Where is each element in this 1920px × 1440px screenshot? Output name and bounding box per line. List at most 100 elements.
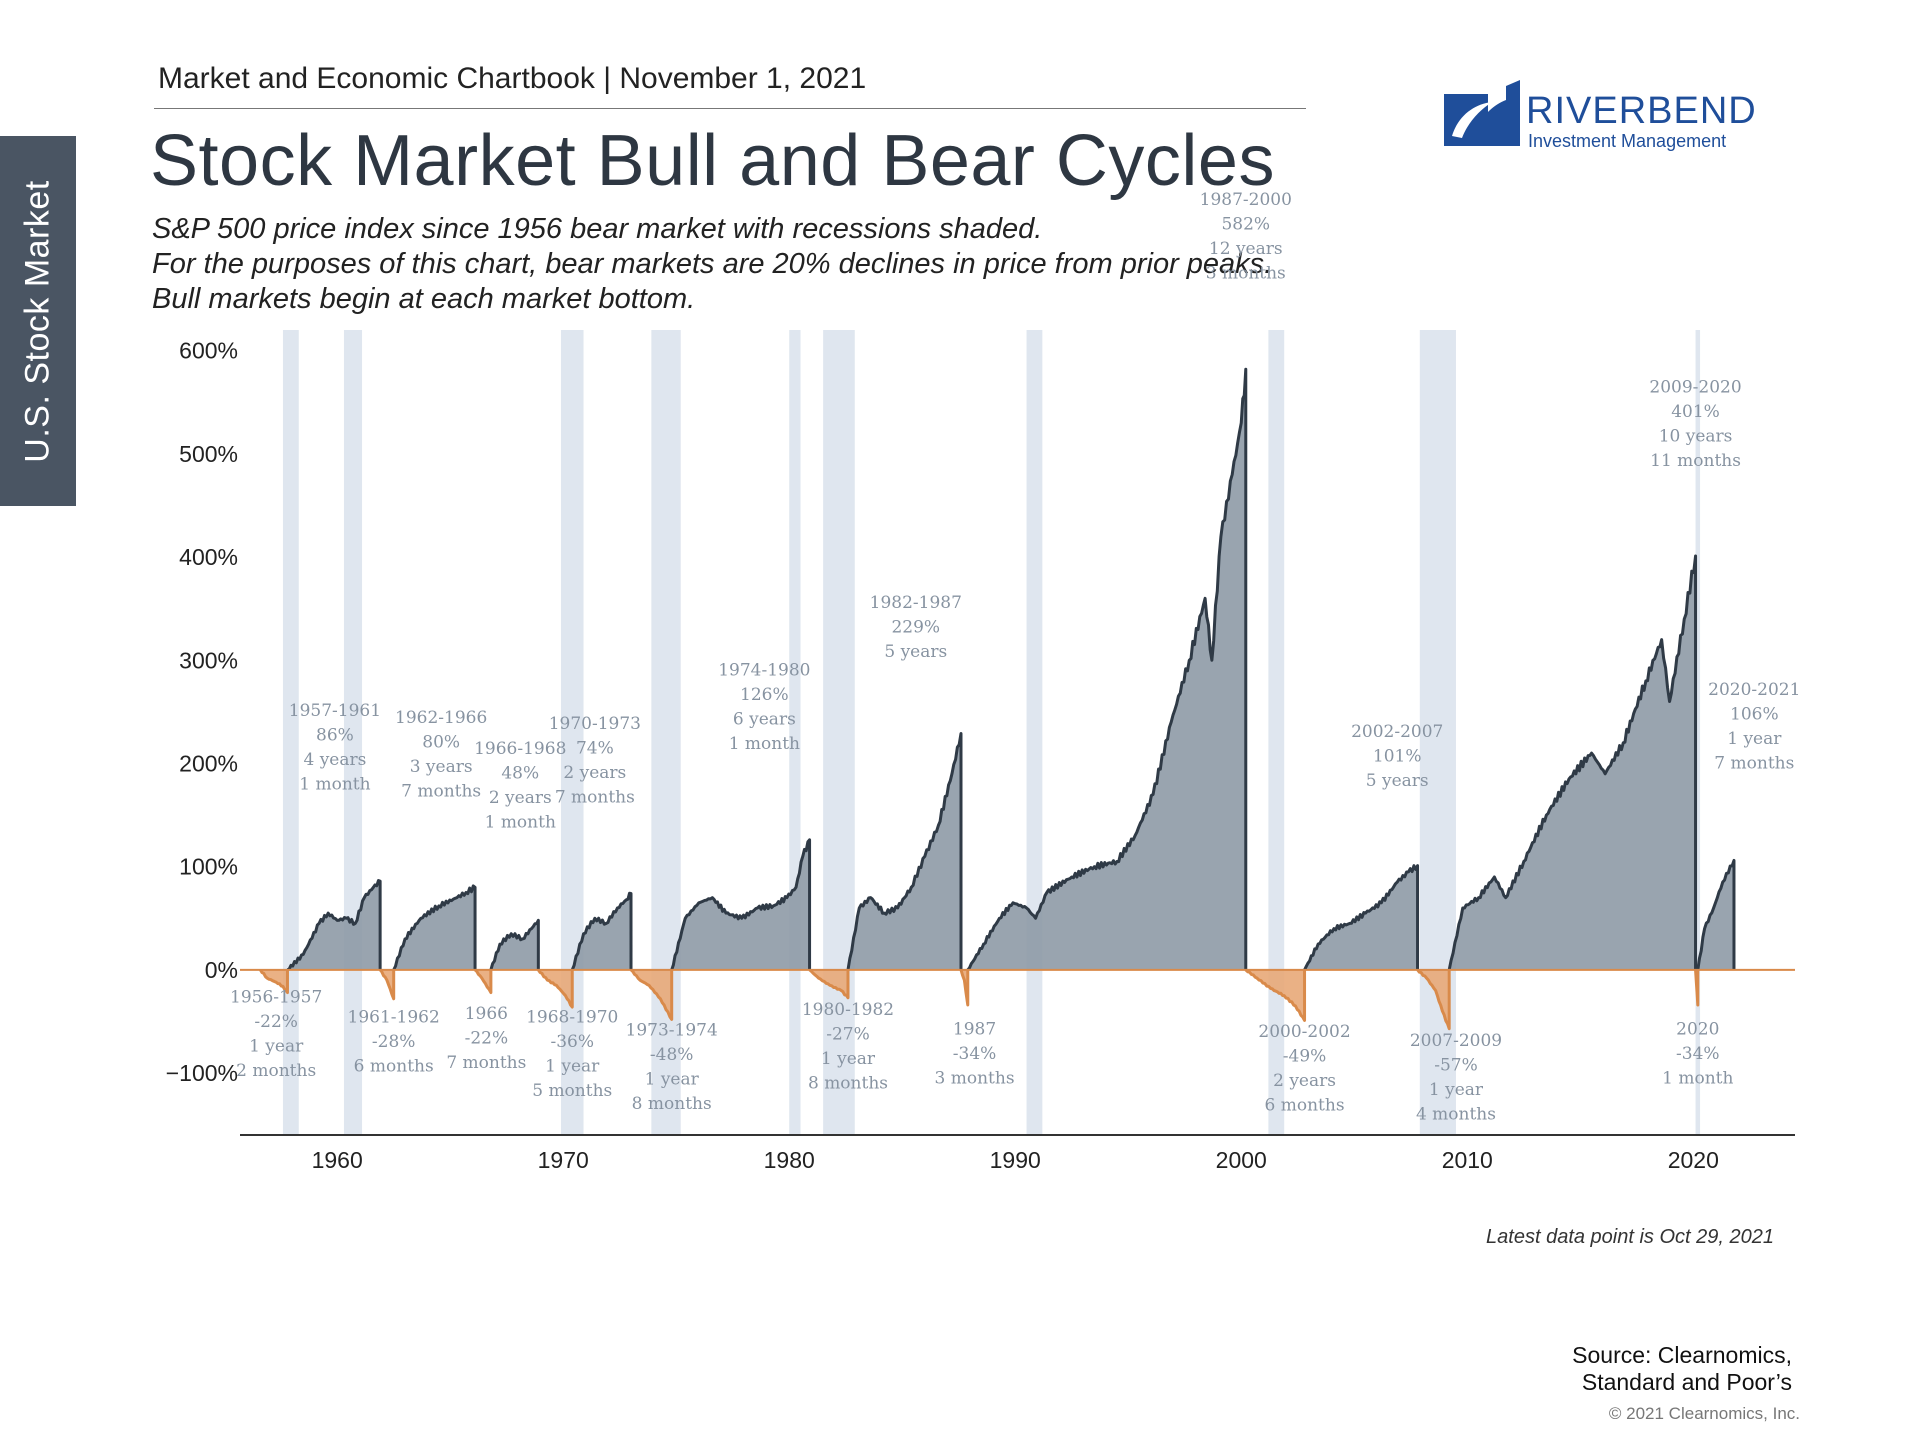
subtitle-line: For the purposes of this chart, bear mar…: [152, 248, 1273, 280]
bull-market-label: 12 years: [1209, 239, 1283, 259]
bear-market-label: 1961-1962: [348, 1007, 440, 1027]
y-tick-label: 0%: [205, 957, 238, 983]
bull-market-line: [1447, 554, 1698, 971]
bear-market-label: 6 months: [354, 1056, 434, 1076]
riverbend-logo: RIVERBEND Investment Management: [1440, 76, 1756, 156]
bear-market-line: [259, 969, 289, 995]
bull-market-area: [847, 733, 961, 970]
recession-band: [1695, 330, 1701, 1135]
x-tick-label: 2000: [1216, 1147, 1267, 1173]
bull-market-line: [1303, 864, 1420, 971]
bear-market-line: [1694, 969, 1700, 1007]
bull-market-area: [393, 885, 476, 970]
bull-market-label: 80%: [422, 732, 460, 752]
logo-name: RIVERBEND: [1526, 90, 1757, 132]
bull-market-label: 48%: [501, 763, 539, 783]
bear-market-line: [378, 968, 396, 1001]
bear-market-label: 5 months: [532, 1081, 612, 1101]
bear-market-label: 1956-1957: [230, 988, 322, 1008]
bull-market-label: 101%: [1373, 747, 1422, 767]
x-tick-label: 1970: [538, 1147, 589, 1173]
bull-market-label: 2 years: [563, 763, 626, 783]
bear-market-label: 1 year: [249, 1037, 304, 1057]
bull-market-line: [286, 879, 382, 972]
subtitle-line: Bull markets begin at each market bottom…: [152, 283, 696, 315]
bull-market-label: 7 months: [1714, 754, 1794, 774]
source-line: Standard and Poor’s: [1581, 1369, 1792, 1395]
bear-market-label: 1980-1982: [802, 1000, 894, 1020]
bear-market-label: -22%: [465, 1029, 509, 1049]
x-tick-label: 1960: [312, 1147, 363, 1173]
y-tick-label: 400%: [179, 544, 238, 570]
bear-market-line: [474, 968, 493, 995]
bear-market-label: -27%: [826, 1025, 870, 1045]
bear-market-label: -34%: [953, 1044, 997, 1064]
bull-market-label: 3 years: [410, 757, 473, 777]
bull-market-label: 1966-1968: [474, 739, 566, 759]
bear-market-label: 2020: [1676, 1020, 1719, 1040]
bull-market-area: [1449, 556, 1696, 970]
bear-market-area: [960, 969, 968, 1005]
bull-market-label: 2020-2021: [1708, 680, 1800, 700]
chart-subtitle: S&P 500 price index since 1956 bear mark…: [152, 212, 1272, 317]
x-tick-label: 2020: [1668, 1147, 1719, 1173]
bull-market-label: 2009-2020: [1649, 378, 1741, 398]
bull-market-area: [967, 369, 1246, 970]
y-tick-label: 300%: [179, 647, 238, 673]
recession-band: [282, 330, 299, 1135]
side-section-tab: U.S. Stock Market: [0, 136, 76, 506]
bull-market-line: [1696, 858, 1736, 971]
bear-market-label: -34%: [1676, 1044, 1720, 1064]
bear-market-label: -22%: [254, 1012, 298, 1032]
y-tick-label: −100%: [166, 1060, 238, 1086]
bear-market-area: [475, 969, 491, 993]
bull-market-area: [1697, 860, 1734, 970]
bull-market-label: 5 years: [884, 642, 947, 662]
recession-band: [1268, 330, 1285, 1135]
bear-market-label: -57%: [1434, 1056, 1478, 1076]
bull-market-line: [489, 918, 540, 971]
y-tick-label: 600%: [179, 338, 238, 364]
bull-market-label: 1970-1973: [549, 714, 641, 734]
logo-mark-icon: [1444, 80, 1520, 146]
bear-market-area: [1245, 969, 1305, 1021]
bull-market-label: 86%: [316, 725, 354, 745]
bull-market-label: 7 months: [555, 788, 635, 808]
header-divider: [154, 108, 1306, 109]
bull-market-label: 401%: [1671, 402, 1720, 422]
bull-market-area: [671, 839, 810, 970]
bull-market-label: 1 month: [729, 734, 800, 754]
bear-market-label: 1 year: [1429, 1080, 1484, 1100]
bear-market-label: 1968-1970: [526, 1007, 618, 1027]
bear-market-line: [537, 969, 574, 1009]
bear-market-label: -28%: [372, 1032, 416, 1052]
bull-market-line: [570, 891, 633, 971]
bull-market-line: [392, 884, 477, 971]
bear-market-label: 1987: [953, 1020, 996, 1040]
bear-market-label: 8 months: [808, 1074, 888, 1094]
copyright: © 2021 Clearnomics, Inc.: [1608, 1404, 1800, 1423]
bear-market-label: 4 months: [1416, 1105, 1496, 1125]
bear-market-area: [1417, 969, 1450, 1029]
source-line: Source: Clearnomics,: [1572, 1342, 1792, 1368]
bear-market-label: -36%: [550, 1032, 594, 1052]
bull-market-label: 1974-1980: [718, 661, 810, 681]
bear-market-line: [1416, 968, 1451, 1031]
bull-market-label: 2 years: [489, 788, 552, 808]
bear-market-label: 2000-2002: [1258, 1022, 1350, 1042]
source-credit: Source: Clearnomics, Standard and Poor’s: [1572, 1342, 1792, 1396]
bull-market-area: [287, 880, 381, 970]
bull-market-label: 1962-1966: [395, 708, 487, 728]
x-tick-label: 1980: [764, 1147, 815, 1173]
recession-band: [1026, 330, 1043, 1135]
bull-market-label: 10 years: [1659, 427, 1733, 447]
bull-market-line: [846, 732, 963, 971]
chartbook-header: Market and Economic Chartbook | November…: [158, 62, 867, 95]
bull-market-label: 1 month: [485, 812, 556, 832]
bear-market-label: 7 months: [446, 1053, 526, 1073]
bull-market-label: 1 year: [1727, 729, 1782, 749]
bear-market-label: -49%: [1283, 1046, 1327, 1066]
bear-market-label: 2007-2009: [1410, 1031, 1502, 1051]
bull-market-line: [670, 838, 812, 971]
